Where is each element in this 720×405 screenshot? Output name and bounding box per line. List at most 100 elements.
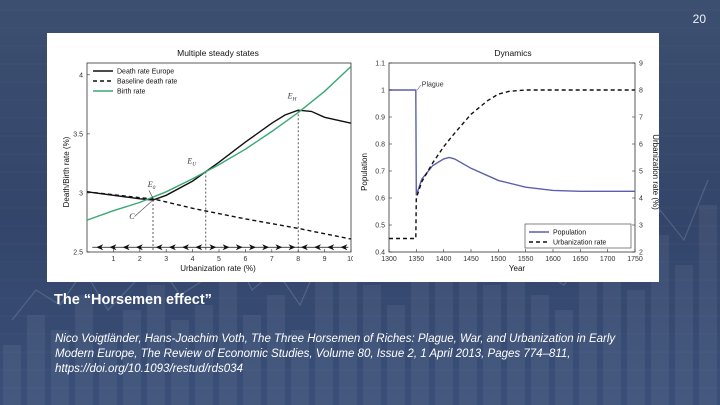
background-bar [27, 315, 45, 405]
y-tick-label: 3 [79, 190, 83, 197]
left-arrow-mark [340, 244, 348, 251]
x-tick-label: 1350 [409, 256, 425, 263]
x-tick-label: 7 [270, 256, 274, 263]
background-bar [315, 275, 333, 405]
x-tick-label: 1500 [491, 256, 507, 263]
page-number: 20 [692, 12, 706, 26]
y-right-tick-label: 2 [639, 250, 643, 257]
steady-states-chart: Multiple steady states Urbanization rate… [62, 48, 353, 273]
x-tick-label: 4 [191, 256, 195, 263]
right-arrow-mark [222, 244, 230, 251]
background-bar [99, 335, 117, 405]
x-axis-label: Urbanization rate (%) [180, 264, 256, 273]
y-left-tick-label: 1 [381, 88, 385, 95]
background-bar [75, 295, 93, 405]
series-line-urbanization-rate [389, 89, 635, 240]
right-arrow-mark [235, 244, 243, 251]
y-axis-label-left: Population [360, 153, 369, 191]
background-bar [699, 205, 717, 405]
background-bar [387, 305, 405, 405]
left-arrow-mark [155, 244, 163, 251]
background-bar [411, 255, 429, 405]
annotation-label: C [129, 212, 135, 221]
y-left-tick-label: 0.9 [375, 115, 385, 122]
x-tick-label: 8 [296, 256, 300, 263]
background-bar [267, 295, 285, 405]
left-arrow-mark [182, 244, 189, 251]
y-right-tick-label: 7 [639, 115, 643, 122]
chart-title: Multiple steady states [177, 48, 259, 58]
left-arrow-mark [122, 244, 130, 251]
citation: Nico Voigtländer, Hans-Joachim Voth, The… [55, 333, 616, 375]
right-arrow-mark [209, 244, 217, 251]
background-bar [195, 305, 213, 405]
series-line-death-rate-europe [86, 109, 352, 201]
background-bar [603, 255, 621, 405]
background-bar [459, 265, 477, 405]
background-bar [339, 245, 357, 405]
y-axis-label-right: Urbanization rate (%) [651, 134, 659, 210]
y-axis-label: Death/Birth rate (%) [62, 136, 71, 207]
legend-entry: Baseline death rate [117, 79, 177, 86]
legend-entry: Urbanization rate [553, 240, 606, 247]
x-tick-label: 1300 [381, 256, 397, 263]
x-axis-label: Year [509, 264, 526, 273]
annotation-leader [417, 84, 421, 91]
caption-title: The “Horsemen effect” [54, 292, 212, 308]
y-left-tick-label: 0.4 [375, 250, 385, 257]
legend-entry: Death rate Europe [117, 69, 174, 76]
legend-entry: Birth rate [117, 89, 146, 96]
y-left-tick-label: 0.7 [375, 169, 385, 176]
y-right-tick-label: 4 [639, 196, 643, 203]
left-arrow-mark [96, 244, 104, 251]
left-arrow-mark [195, 244, 203, 251]
background-bar [171, 320, 189, 405]
background-bar [147, 285, 165, 405]
left-arrow-mark [314, 244, 321, 251]
y-left-tick-label: 1.1 [375, 61, 385, 68]
figure-panel: Multiple steady states Urbanization rate… [47, 33, 659, 282]
background-bar [123, 310, 141, 405]
x-tick-label: 1750 [627, 256, 643, 263]
x-tick-label: 1400 [436, 256, 452, 263]
background-bar [219, 265, 237, 405]
x-tick-label: 1450 [463, 256, 479, 263]
left-arrow-mark [135, 244, 143, 251]
y-tick-label: 4 [79, 72, 83, 79]
x-tick-label: 1550 [518, 256, 534, 263]
annotation-leader [148, 190, 154, 199]
x-tick-label: 3 [164, 256, 168, 263]
annotation-leader [134, 200, 152, 217]
x-tick-label: 1 [111, 256, 115, 263]
y-right-tick-label: 9 [639, 61, 643, 68]
y-left-tick-label: 0.6 [375, 196, 385, 203]
y-right-tick-label: 6 [639, 142, 643, 149]
right-arrow-mark [249, 244, 256, 251]
right-arrow-mark [262, 244, 270, 251]
background-bar [627, 290, 645, 405]
x-tick-label: 5 [217, 256, 221, 263]
dynamics-chart: Dynamics Year Population Urbanization ra… [360, 48, 659, 273]
right-arrow-mark [288, 244, 296, 251]
left-arrow-mark [168, 244, 176, 251]
background-bar [363, 285, 381, 405]
y-right-tick-label: 8 [639, 88, 643, 95]
legend-box [524, 223, 632, 249]
background-bar [531, 295, 549, 405]
x-tick-label: 10 [347, 256, 353, 263]
series-line-baseline-death-rate [86, 191, 352, 240]
background-bar [555, 310, 573, 405]
series-line-population [389, 89, 635, 196]
legend-entry: Population [553, 230, 586, 237]
y-tick-label: 2.5 [73, 250, 83, 257]
background-bar [3, 345, 21, 405]
background-bar [291, 330, 309, 405]
chart-title: Dynamics [494, 48, 531, 58]
annotation-label: Plague [422, 82, 444, 89]
left-arrow-mark [327, 244, 335, 251]
background-bar [243, 315, 261, 405]
y-tick-label: 3.5 [73, 131, 83, 138]
y-right-tick-label: 3 [639, 223, 643, 230]
